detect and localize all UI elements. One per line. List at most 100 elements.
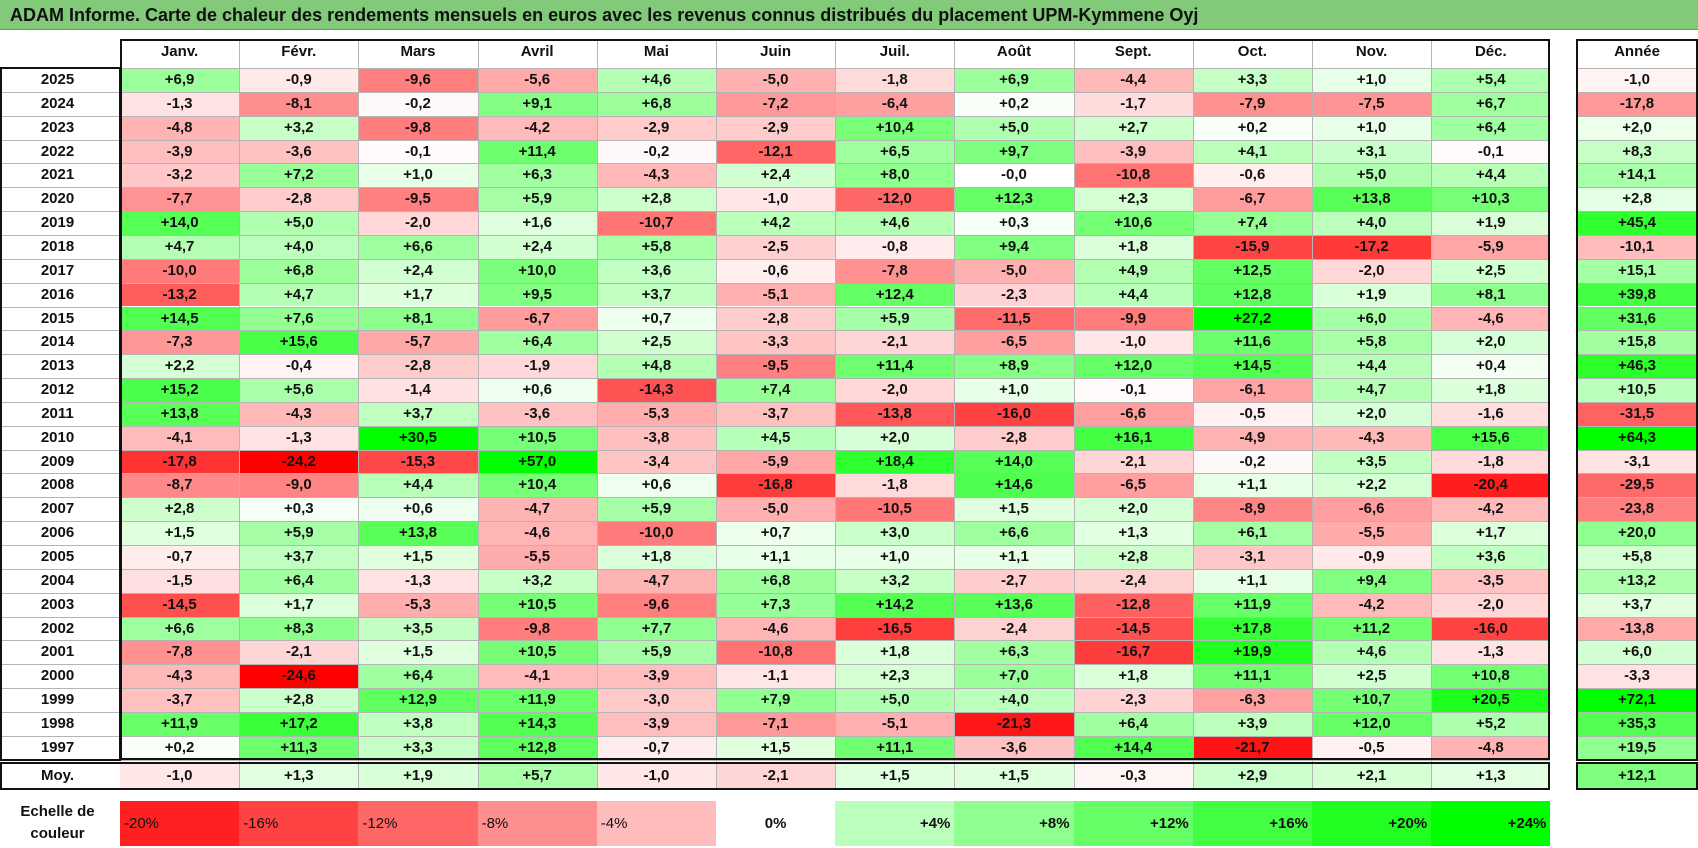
heatmap-cell: +3,2 [835,568,955,593]
annual-cell: +8,3 [1576,139,1698,164]
grid-line [835,39,837,788]
row-year-label: 2014 [40,333,75,351]
row-year-label: 2019 [40,214,75,232]
annual-cell: +64,3 [1576,425,1698,450]
heatmap-cell: +2,3 [1073,187,1193,212]
heatmap-cell: -4,3 [596,163,716,188]
heatmap-cell: +11,6 [1192,330,1312,355]
grid-line [0,354,1551,356]
row-year-label: 2020 [40,190,75,208]
heatmap-cell: +14,4 [1073,735,1193,760]
heatmap-cell: +6,8 [716,568,836,593]
row-year-label: 2000 [40,667,75,685]
annual-column-header: Année [1614,43,1660,60]
heatmap-cell: -0,5 [1192,401,1312,426]
heatmap-cell: +10,5 [477,425,597,450]
grid-line [0,330,1551,332]
heatmap-cell: -17,8 [120,449,240,474]
heatmap-cell: -0,7 [596,735,716,760]
grid-line [0,568,1551,570]
heatmap-cell: -3,6 [239,139,359,164]
heatmap-cell: +5,4 [1431,68,1551,92]
grid-line [1576,425,1698,427]
heatmap-cell: -3,4 [596,449,716,474]
row-year-label: 2015 [40,309,75,327]
heatmap-cell: +1,0 [1312,115,1432,140]
color-scale-step: +16% [1192,801,1312,846]
column-header: Oct. [1237,43,1267,60]
row-year-label: 2004 [40,571,75,589]
heatmap-cell: -3,2 [120,163,240,188]
heatmap-cell: +2,0 [1431,330,1551,355]
heatmap-cell: +5,8 [1312,330,1432,355]
annual-cell: +35,3 [1576,711,1698,736]
color-scale-label: Echelle de couleur [20,803,95,842]
heatmap-cell: -4,2 [1312,592,1432,617]
heatmap-cell: +10,7 [1312,688,1432,712]
row-year-label: 2009 [40,452,75,470]
heatmap-cell: +6,3 [954,640,1074,665]
annual-cell: +10,5 [1576,378,1698,402]
heatmap-cell: +4,0 [239,234,359,259]
grid-line [1312,39,1313,788]
heatmap-cell: +7,7 [596,616,716,641]
heatmap-cell: -3,7 [716,401,836,426]
heatmap-cell: -2,0 [1431,592,1551,617]
grid-line [0,664,1551,666]
heatmap-cell: -1,8 [835,473,955,498]
grid-line [0,640,1551,642]
heatmap-cell: +1,7 [358,282,478,307]
heatmap-cell: -2,3 [954,282,1074,307]
heatmap-cell: -1,3 [1431,640,1551,665]
heatmap-cell: +8,0 [835,163,955,188]
heatmap-cell: -3,1 [1192,545,1312,569]
heatmap-cell: +2,5 [1431,258,1551,283]
heatmap-cell: +0,2 [1192,115,1312,140]
heatmap-cell: +2,3 [835,664,955,689]
grid-line [1576,497,1698,499]
heatmap-cell: +10,4 [835,115,955,140]
heatmap-cell: +11,1 [835,735,955,760]
heatmap-cell: +6,0 [1312,306,1432,331]
heatmap-cell: -16,7 [1073,640,1193,665]
heatmap-cell: +13,6 [954,592,1074,617]
heatmap-cell: +57,0 [477,449,597,474]
heatmap-cell: +19,9 [1192,640,1312,665]
heatmap-cell: -7,5 [1312,91,1432,116]
heatmap-cell: +17,2 [239,711,359,736]
heatmap-cell: -0,6 [1192,163,1312,188]
grid-line [1576,115,1698,117]
heatmap-cell: -14,3 [596,378,716,402]
heatmap-cell: +1,1 [716,545,836,569]
heatmap-cell: -9,8 [477,616,597,641]
heatmap-cell: -2,0 [358,211,478,235]
heatmap-cell: -4,7 [477,497,597,522]
grid-line [0,473,1551,475]
heatmap-cell: -5,0 [954,258,1074,283]
heatmap-cell: +6,9 [954,68,1074,92]
column-header: Janv. [160,43,199,60]
heatmap-cell: -2,1 [239,640,359,665]
heatmap-cell: -1,8 [835,68,955,92]
heatmap-cell: +6,8 [596,91,716,116]
heatmap-cell: +3,5 [1312,449,1432,474]
heatmap-cell: +1,3 [1073,521,1193,545]
grid-line [596,39,598,788]
heatmap-cell: -20,4 [1431,473,1551,498]
heatmap-cell: -6,1 [1192,378,1312,402]
heatmap-cell: -3,9 [120,139,240,164]
heatmap-cell: -3,5 [1431,568,1551,593]
grid-line [0,521,1551,523]
heatmap-cell: -7,1 [716,711,836,736]
heatmap-cell: +4,6 [596,68,716,92]
heatmap-cell: +6,9 [120,68,240,92]
heatmap-cell: +4,4 [1073,282,1193,307]
heatmap-cell: +8,1 [1431,282,1551,307]
heatmap-cell: -7,7 [120,187,240,212]
heatmap-cell: -6,5 [954,330,1074,355]
heatmap-cell: +2,4 [477,234,597,259]
average-cell: +1,5 [835,764,955,788]
heatmap-cell: -2,0 [835,378,955,402]
grid-line [1576,545,1698,546]
